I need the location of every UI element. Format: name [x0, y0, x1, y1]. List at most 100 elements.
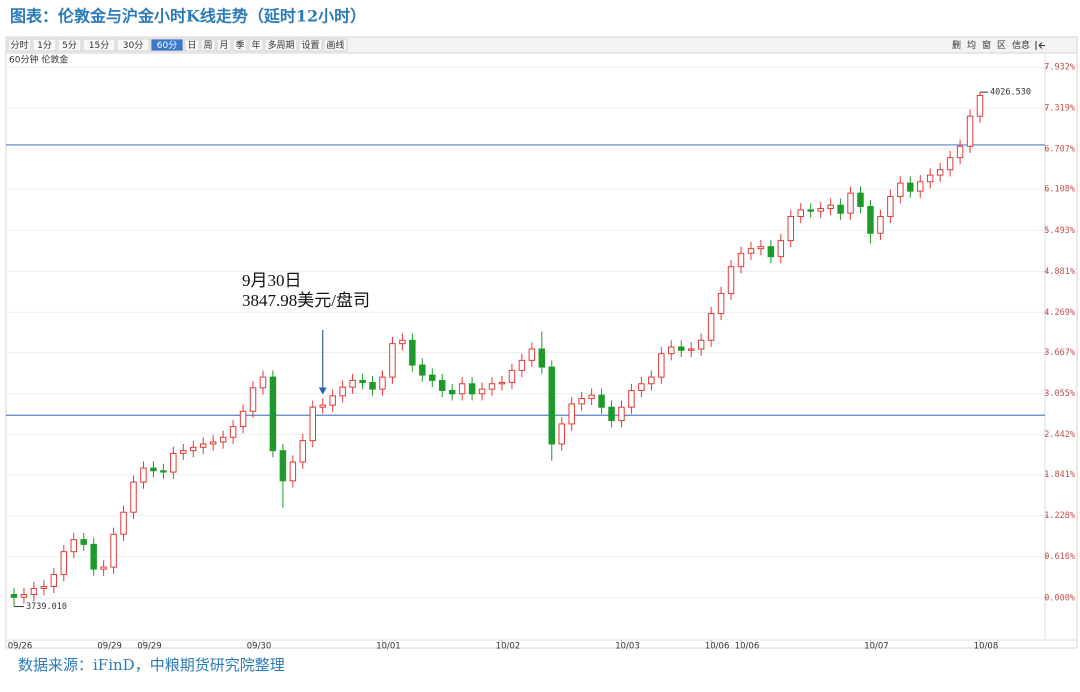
- candle-body: [907, 182, 914, 192]
- candle-body: [120, 511, 127, 535]
- toolbar-button[interactable]: [232, 38, 248, 52]
- candle-body: [707, 313, 715, 341]
- toolbar-label: 30分: [123, 40, 143, 51]
- candle-body: [508, 369, 516, 383]
- toolbar-label[interactable]: 区: [997, 40, 1006, 51]
- y-tick-label: 6.707%: [1044, 145, 1075, 155]
- toolbar-label[interactable]: 窗: [982, 39, 991, 51]
- toolbar-button[interactable]: [7, 38, 32, 52]
- toolbar-button[interactable]: [264, 38, 298, 52]
- candle-body: [926, 174, 934, 183]
- candle-body: [100, 566, 107, 570]
- candle-body: [917, 181, 924, 192]
- y-tick-label: 6.108%: [1044, 185, 1075, 195]
- candle-body: [229, 426, 237, 438]
- candle-body: [767, 246, 775, 258]
- candle-body: [608, 406, 615, 422]
- candle-body: [399, 339, 406, 345]
- toolbar-label: 画线: [326, 39, 344, 51]
- candle-body: [618, 406, 625, 422]
- candle-body: [438, 379, 446, 391]
- candle-body: [209, 441, 217, 445]
- candle-body: [638, 383, 645, 391]
- candle-body: [379, 376, 386, 390]
- toolbar-icon[interactable]: [1035, 41, 1045, 50]
- candle-body: [369, 381, 376, 390]
- candle-body: [498, 381, 506, 385]
- y-tick-label: 7.319%: [1044, 104, 1075, 114]
- candle-body: [180, 450, 187, 454]
- candle-body: [857, 192, 864, 208]
- y-tick-label: 3.055%: [1044, 389, 1075, 399]
- candle-body: [150, 467, 157, 472]
- x-tick-label: 10/02: [496, 642, 521, 652]
- candle-body: [668, 346, 675, 355]
- candle-body: [628, 389, 635, 408]
- plot: 0.000% 0.616% 1.228% 1.841% 2.442% 3.055% 3.66…: [6, 63, 1075, 652]
- x-tick-label: 10/08: [974, 642, 999, 652]
- source: 数据来源：iFinD，中粮期货研究院整理: [18, 656, 285, 674]
- toolbar-label: 设置: [301, 40, 319, 51]
- candle-body: [50, 573, 58, 587]
- candle-body: [60, 551, 68, 575]
- candle-body: [887, 195, 894, 218]
- toolbar-label[interactable]: 均: [967, 39, 976, 51]
- candle-body: [488, 383, 496, 390]
- candle-body: [837, 204, 844, 214]
- candle-body: [737, 252, 745, 268]
- y-tick-label: 2.442%: [1044, 430, 1075, 440]
- candle-body: [349, 379, 356, 388]
- candle-body: [140, 467, 147, 483]
- candle-body: [478, 388, 486, 395]
- toolbar-label[interactable]: 删: [952, 40, 961, 51]
- candle-body: [658, 353, 665, 378]
- candle-body: [259, 376, 267, 389]
- y-tick-label: 7.932%: [1044, 63, 1075, 73]
- candle-body: [110, 533, 117, 568]
- candle-body: [598, 394, 605, 408]
- toolbar-button[interactable]: [323, 38, 348, 52]
- toolbar-button[interactable]: [150, 38, 184, 52]
- x-tick-label: 09/26: [8, 642, 33, 652]
- candle-body: [70, 539, 77, 553]
- candle-body: [299, 440, 307, 463]
- candle-body: [847, 192, 854, 214]
- toolbar-button[interactable]: [32, 38, 57, 52]
- toolbar-button[interactable]: [57, 38, 82, 52]
- max-label: 4026.530: [990, 88, 1031, 98]
- toolbar-label: 周: [203, 40, 212, 51]
- candle-body: [458, 383, 466, 395]
- toolbar-button[interactable]: [116, 38, 150, 52]
- toolbar-label[interactable]: 信息: [1012, 39, 1030, 51]
- toolbar-label: 年: [251, 39, 260, 51]
- x-tick-label: 09/29: [137, 642, 162, 652]
- toolbar-button[interactable]: [298, 38, 323, 52]
- toolbar-button[interactable]: [248, 38, 264, 52]
- caption: 图表：伦敦金与沪金小时K线走势（延时12小时）: [10, 7, 366, 26]
- y-tick-label: 3.667%: [1044, 348, 1075, 358]
- x-tick-label: 09/29: [97, 642, 122, 652]
- candle-body: [429, 374, 436, 381]
- x-tick-label: 10/01: [376, 642, 401, 652]
- candle-body: [518, 359, 526, 371]
- toolbar-button[interactable]: [200, 38, 216, 52]
- toolbar-button[interactable]: [82, 38, 116, 52]
- annotation: 9月30日: [242, 271, 302, 290]
- candle-body: [877, 216, 884, 234]
- candle-body: [538, 348, 546, 368]
- candle-body: [976, 94, 984, 117]
- candle-body: [648, 376, 655, 385]
- candle-body: [966, 115, 974, 147]
- y-tick-label: 0.000%: [1044, 593, 1075, 603]
- x-tick-label: 10/03: [615, 642, 640, 652]
- toolbar-label: 多周期: [267, 39, 294, 51]
- annotation-arrowhead: [318, 387, 327, 395]
- candle-body: [578, 398, 585, 405]
- x-tick-label: 10/07: [864, 642, 889, 652]
- toolbar-button[interactable]: [184, 38, 200, 52]
- toolbar-label: 1分: [37, 40, 52, 51]
- candle-body: [817, 208, 824, 212]
- min-label: 3739.010: [26, 602, 67, 612]
- toolbar-button[interactable]: [216, 38, 232, 52]
- candle-body: [747, 248, 755, 254]
